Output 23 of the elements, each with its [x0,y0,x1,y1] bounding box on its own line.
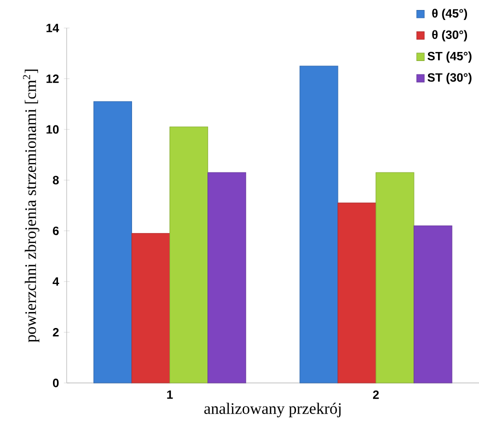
bar [208,172,246,384]
bar [338,202,376,384]
y-tick-label: 14 [46,24,60,32]
x-axis-title: analizowany przekrój [204,402,341,418]
bar [170,126,208,384]
bar [131,233,170,384]
y-tick-label: 4 [52,277,60,286]
bar [414,226,452,384]
y-axis-title: powierzchni zbrojenia strzemionami [cm$^{2}$] [23,70,40,342]
legend-label: ST (45°) [428,52,472,63]
y-tick-label: 8 [52,176,59,184]
bar [300,66,338,384]
y-tick-label: 0 [52,378,59,388]
y-tick-label: 12 [46,74,59,83]
bar [93,101,132,384]
y-tick-label: 6 [52,226,59,236]
y-tick-label: 2 [52,328,59,336]
legend-label: ST (30°) [428,72,472,84]
y-tick-label: 10 [46,125,59,134]
legend-label: θ (45°) [432,8,468,20]
x-tick-label: 1 [167,390,173,399]
legend-label: θ (30°) [432,30,468,42]
bar [376,172,414,384]
